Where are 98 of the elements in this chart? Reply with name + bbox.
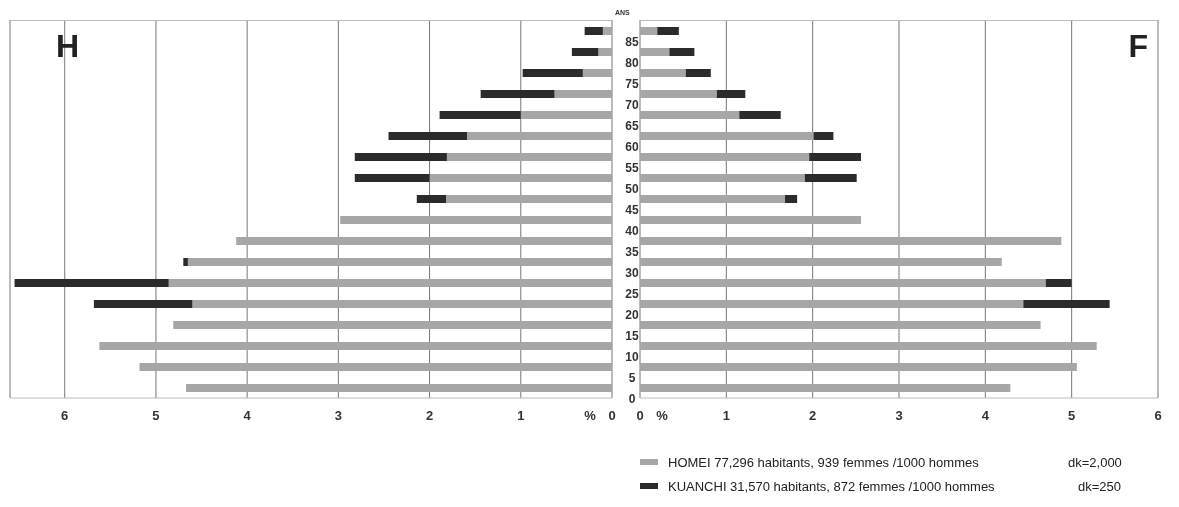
bar xyxy=(785,195,798,203)
bar xyxy=(669,48,695,56)
x-tick-label: 2 xyxy=(425,408,434,423)
x-tick-label: 6 xyxy=(1154,408,1162,423)
bar xyxy=(429,174,612,182)
y-tick-label: 85 xyxy=(625,35,639,49)
y-tick-label: 60 xyxy=(625,140,639,154)
y-tick-label: 10 xyxy=(625,350,639,364)
x-axis-title: % xyxy=(584,408,597,423)
bar xyxy=(598,48,612,56)
bar xyxy=(522,69,583,77)
bar xyxy=(640,69,686,77)
y-tick-label: 75 xyxy=(625,77,639,91)
bar xyxy=(582,69,612,77)
y-tick-label: 70 xyxy=(625,98,639,112)
chart-title: H xyxy=(56,28,80,65)
x-tick-label: 4 xyxy=(243,408,252,423)
bar xyxy=(236,237,612,245)
x-tick-label: 3 xyxy=(895,408,903,423)
bar xyxy=(187,258,612,266)
x-tick-label: 4 xyxy=(981,408,990,423)
bar xyxy=(640,174,805,182)
text: dk=2,000 xyxy=(1068,454,1122,470)
bar xyxy=(183,258,188,266)
bar xyxy=(14,279,169,287)
bar xyxy=(640,195,786,203)
y-tick-label: 35 xyxy=(625,245,639,259)
bar xyxy=(640,111,740,119)
bar xyxy=(139,363,612,371)
x-tick-label: 5 xyxy=(1068,408,1076,423)
y-tick-label: 20 xyxy=(625,308,639,322)
chart-title: F xyxy=(1128,28,1148,65)
y-tick-label: 15 xyxy=(625,329,639,343)
bar xyxy=(466,132,612,140)
bar xyxy=(640,27,658,35)
bar xyxy=(640,90,717,98)
bar xyxy=(93,300,193,308)
bar xyxy=(388,132,467,140)
x-tick-label: 1 xyxy=(517,408,525,423)
bar xyxy=(445,195,612,203)
x-tick-label: 5 xyxy=(152,408,160,423)
text: dk=250 xyxy=(1078,478,1122,494)
y-tick-label: 65 xyxy=(625,119,639,133)
y-tick-label: 45 xyxy=(625,203,639,217)
bar xyxy=(809,153,862,161)
bar xyxy=(640,363,1077,371)
bar xyxy=(640,300,1024,308)
y-tick-label: 40 xyxy=(625,224,639,238)
bar xyxy=(640,216,862,224)
bar xyxy=(640,153,810,161)
bar xyxy=(584,27,603,35)
x-tick-label: 0 xyxy=(608,408,616,423)
bar xyxy=(1023,300,1110,308)
y-tick-label: 25 xyxy=(625,287,639,301)
bar xyxy=(657,27,679,35)
bar xyxy=(520,111,612,119)
bar xyxy=(99,342,612,350)
bar xyxy=(186,384,612,392)
y-tick-label: 50 xyxy=(625,182,639,196)
bar xyxy=(480,90,555,98)
x-tick-label: 1 xyxy=(722,408,730,423)
bar xyxy=(554,90,612,98)
y-tick-label: 80 xyxy=(625,56,639,70)
y-tick-label: 55 xyxy=(625,161,639,175)
bar xyxy=(640,321,1041,329)
y-tick-label: 30 xyxy=(625,266,639,280)
x-axis-title: % xyxy=(656,408,669,423)
y-tick-label: 0 xyxy=(628,392,636,406)
legend-label: HOMEI 77,296 habitants, 939 femmes /1000 hommes xyxy=(668,454,980,470)
bar xyxy=(446,153,612,161)
bar xyxy=(354,153,447,161)
bar xyxy=(640,279,1046,287)
bar xyxy=(640,237,1062,245)
bar xyxy=(813,132,834,140)
bar xyxy=(416,195,446,203)
legend-label: KUANCHI 31,570 habitants, 872 femmes /1000 hommes xyxy=(668,478,996,494)
bar xyxy=(168,279,612,287)
bar xyxy=(571,48,599,56)
bar xyxy=(804,174,857,182)
bar xyxy=(640,384,1011,392)
bar xyxy=(173,321,612,329)
bar xyxy=(640,342,1097,350)
bar xyxy=(640,258,1002,266)
bar xyxy=(1045,279,1072,287)
y-tick-label: 5 xyxy=(628,371,636,385)
x-tick-label: 3 xyxy=(334,408,342,423)
bar xyxy=(640,132,814,140)
bar xyxy=(354,174,430,182)
bar xyxy=(192,300,612,308)
bar xyxy=(602,27,612,35)
bar xyxy=(640,48,670,56)
bar xyxy=(739,111,781,119)
bar xyxy=(716,90,746,98)
x-tick-label: 2 xyxy=(809,408,817,423)
bar xyxy=(685,69,711,77)
x-tick-label: 6 xyxy=(61,408,69,423)
bar xyxy=(439,111,521,119)
bar xyxy=(340,216,612,224)
